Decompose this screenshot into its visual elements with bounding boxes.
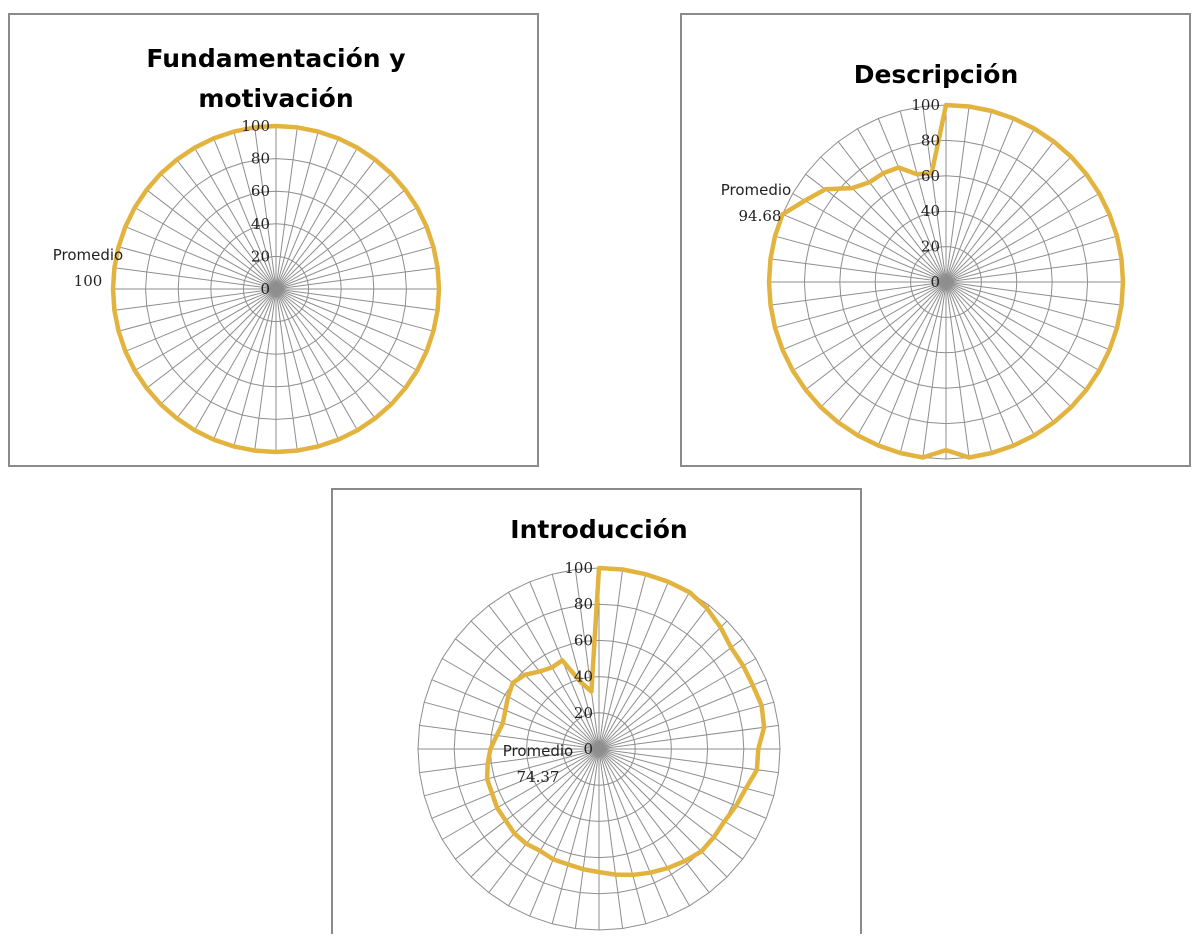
tick-label: 60 xyxy=(251,182,270,200)
grid-spoke xyxy=(783,282,947,350)
grid-spoke xyxy=(599,702,774,749)
tick-label: 40 xyxy=(574,668,593,686)
grid-spoke xyxy=(276,289,318,446)
chart-panel-introduccion: Introducción 0 20 40 60 80 100 Promedio 74.37 xyxy=(331,488,862,934)
grid-spoke xyxy=(599,749,727,877)
grid-spoke xyxy=(276,138,338,289)
tick-label: 20 xyxy=(574,704,593,722)
grid-spoke xyxy=(599,582,668,749)
grid-spoke xyxy=(946,157,1071,282)
grid-spoke xyxy=(276,289,391,404)
grid-spoke xyxy=(125,289,276,351)
grid-spoke xyxy=(821,282,946,407)
tick-label: 100 xyxy=(241,117,270,135)
tick-label: 100 xyxy=(564,559,593,577)
grid-spoke xyxy=(195,289,277,430)
grid-spoke xyxy=(946,129,1035,282)
grid-spoke xyxy=(599,574,646,749)
grid-spoke xyxy=(135,289,276,371)
average-label: Promedio xyxy=(503,742,574,760)
grid-spoke xyxy=(234,289,276,446)
grid-spoke xyxy=(599,592,690,749)
grid-spoke xyxy=(946,282,1117,328)
chart-title: Fundamentación y xyxy=(146,44,405,73)
series-line xyxy=(487,568,764,875)
grid-spoke xyxy=(214,289,276,440)
tick-label: 80 xyxy=(251,150,270,168)
radar-chart-introduccion: Introducción 0 20 40 60 80 100 Promedio 74.37 xyxy=(333,490,864,936)
grid-spoke xyxy=(878,282,946,446)
tick-label: 0 xyxy=(260,280,270,298)
radar-chart-fundamentacion: Fundamentación y motivación 0 20 40 60 80 100 Pr… xyxy=(10,15,541,469)
grid-spoke xyxy=(599,749,766,818)
grid-spoke xyxy=(946,282,1110,350)
grid-spoke xyxy=(599,749,690,906)
tick-label: 40 xyxy=(921,202,940,220)
grid-spoke xyxy=(900,282,946,453)
grid-spoke xyxy=(276,247,433,289)
grid-spoke xyxy=(946,282,1099,371)
grid-spoke xyxy=(946,119,1014,283)
tick-label: 20 xyxy=(921,238,940,256)
grid-spoke xyxy=(946,282,1071,407)
tick-label: 20 xyxy=(251,247,270,265)
chart-panel-fundamentacion: Fundamentación y motivación 0 20 40 60 80 100 Pr… xyxy=(8,13,539,467)
average-value: 74.37 xyxy=(517,768,560,786)
grid-spoke xyxy=(858,282,947,435)
tick-label: 0 xyxy=(930,273,940,291)
grid-spoke xyxy=(599,749,668,916)
grid-spoke xyxy=(276,148,358,289)
grid-spoke xyxy=(276,132,318,289)
chart-panel-descripcion: Descripción 0 20 40 60 80 100 Promedio 94.68 xyxy=(680,13,1191,467)
grid-spoke xyxy=(276,289,338,440)
chart-title: motivación xyxy=(198,84,353,113)
grid-spoke xyxy=(793,282,946,371)
grid-spoke xyxy=(599,749,646,924)
grid-spoke xyxy=(946,282,1014,446)
grid-spoke xyxy=(946,282,992,453)
average-value: 100 xyxy=(74,272,103,290)
grid-spoke xyxy=(946,111,992,282)
radar-grid xyxy=(418,568,780,930)
grid-spoke xyxy=(599,680,766,749)
grid-spoke xyxy=(276,208,417,290)
radar-chart-descripcion: Descripción 0 20 40 60 80 100 Promedio 94.68 xyxy=(682,15,1193,469)
grid-spoke xyxy=(276,289,358,430)
grid-spoke xyxy=(119,289,276,331)
average-value: 94.68 xyxy=(739,207,782,225)
grid-spoke xyxy=(276,174,391,289)
tick-label: 80 xyxy=(574,595,593,613)
grid-spoke xyxy=(946,214,1110,282)
grid-spoke xyxy=(161,289,276,404)
average-label: Promedio xyxy=(721,181,792,199)
tick-label: 80 xyxy=(921,131,940,149)
grid-spoke xyxy=(946,282,1035,435)
average-label: Promedio xyxy=(53,246,124,264)
grid-spoke xyxy=(946,194,1099,283)
chart-title: Descripción xyxy=(854,60,1019,89)
grid-spoke xyxy=(276,227,427,289)
grid-spoke xyxy=(276,289,433,331)
grid-spoke xyxy=(775,282,946,328)
grid-spoke xyxy=(442,749,599,840)
tick-label: 60 xyxy=(921,167,940,185)
tick-label: 100 xyxy=(911,96,940,114)
grid-spoke xyxy=(599,749,756,840)
grid-spoke xyxy=(276,289,417,371)
tick-label: 40 xyxy=(251,215,270,233)
tick-label: 60 xyxy=(574,631,593,649)
chart-title: Introducción xyxy=(510,515,687,544)
grid-spoke xyxy=(946,236,1117,282)
tick-label: 0 xyxy=(583,740,593,758)
grid-spoke xyxy=(599,621,727,749)
grid-spoke xyxy=(599,659,756,750)
grid-spoke xyxy=(276,289,427,351)
